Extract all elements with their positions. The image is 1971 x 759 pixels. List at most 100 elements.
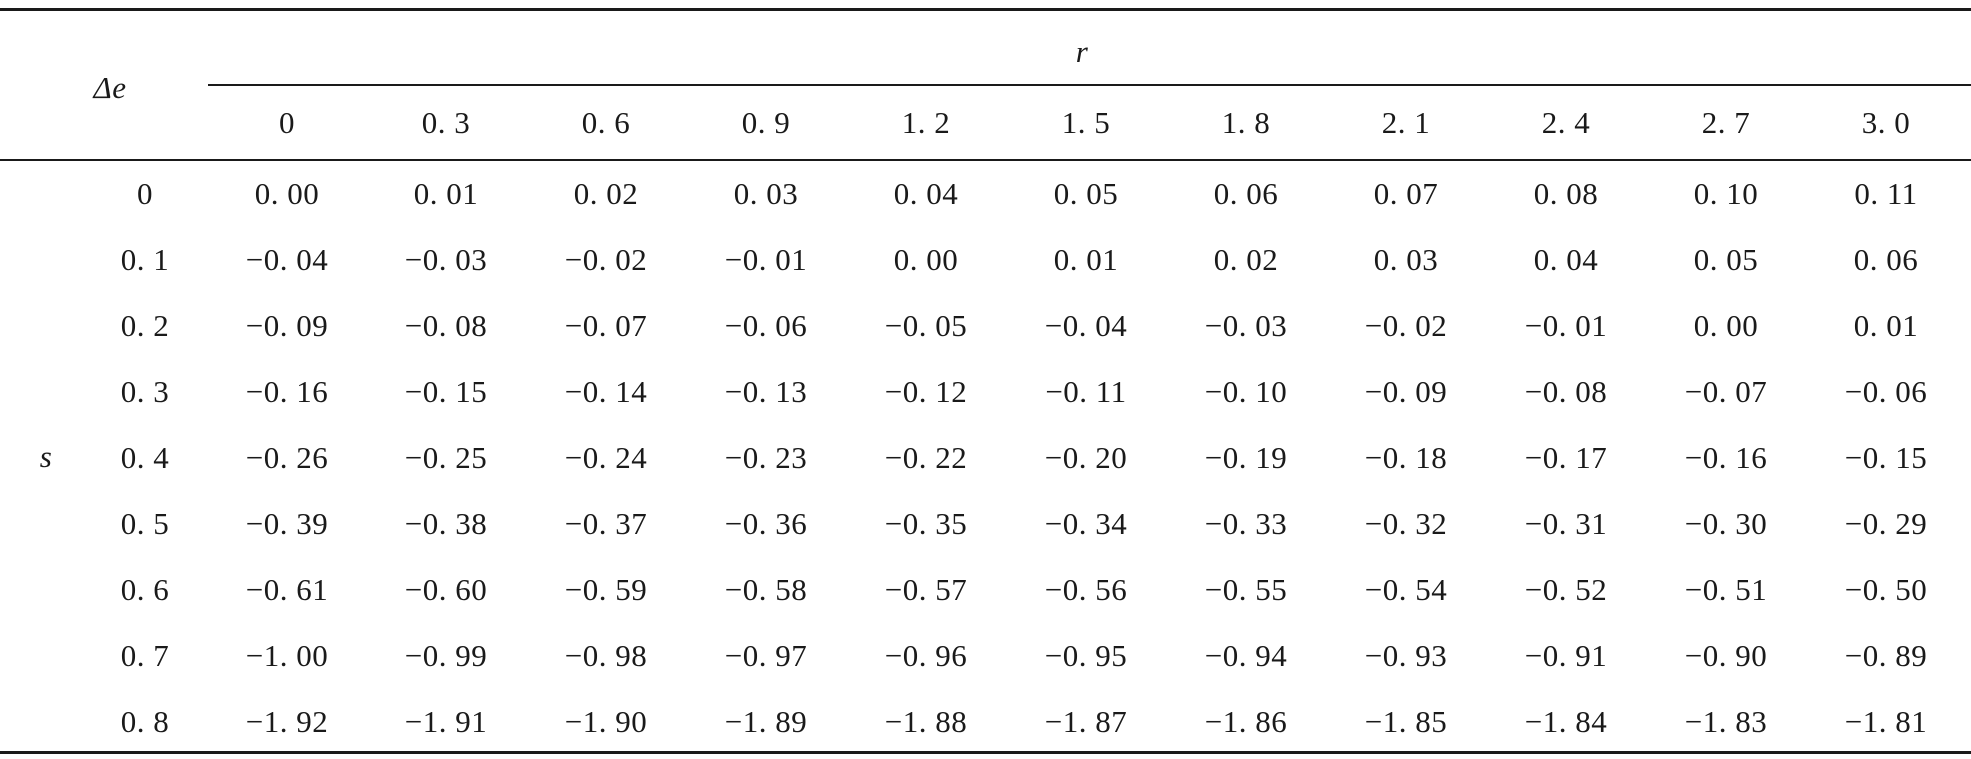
header-bottom-rule — [0, 159, 1971, 161]
column-header: 0 — [279, 105, 295, 140]
table-cell: −0. 25 — [404, 440, 488, 475]
table-cell: −0. 02 — [564, 242, 648, 277]
table-cell: −0. 54 — [1364, 572, 1448, 607]
table-cell: −1. 86 — [1204, 704, 1288, 739]
column-group-rule — [208, 84, 1971, 86]
table-cell: −0. 60 — [404, 572, 488, 607]
table-cell: −0. 18 — [1364, 440, 1448, 475]
table-cell: −0. 15 — [1844, 440, 1928, 475]
table-cell: −0. 55 — [1204, 572, 1288, 607]
table-cell: 0. 05 — [1053, 176, 1119, 211]
row-label-s: 0. 6 — [120, 572, 170, 607]
column-header: 0. 9 — [741, 105, 791, 140]
table-cell: −0. 26 — [245, 440, 329, 475]
table-cell: −0. 32 — [1364, 506, 1448, 541]
row-label-s: 0. 1 — [120, 242, 170, 277]
table-cell: −1. 90 — [564, 704, 648, 739]
table-cell: −0. 07 — [1684, 374, 1768, 409]
table-cell: −0. 95 — [1044, 638, 1128, 673]
column-header: 2. 7 — [1701, 105, 1751, 140]
table-cell: −0. 16 — [1684, 440, 1768, 475]
row-label-s: 0. 7 — [120, 638, 170, 673]
table-cell: −0. 14 — [564, 374, 648, 409]
table-cell: 0. 08 — [1533, 176, 1599, 211]
table-cell: −0. 02 — [1364, 308, 1448, 343]
table-cell: 0. 02 — [1213, 242, 1279, 277]
row-group-label: s — [39, 439, 53, 474]
table-cell: −0. 36 — [724, 506, 808, 541]
table-cell: −1. 84 — [1524, 704, 1608, 739]
table-cell: 0. 01 — [413, 176, 479, 211]
table-cell: −0. 04 — [1044, 308, 1128, 343]
column-header: 1. 2 — [901, 105, 951, 140]
table-cell: −0. 08 — [404, 308, 488, 343]
table-cell: −0. 01 — [1524, 308, 1608, 343]
table-cell: 0. 11 — [1854, 176, 1918, 211]
table-cell: −0. 91 — [1524, 638, 1608, 673]
table-cell: −0. 23 — [724, 440, 808, 475]
table-cell: −1. 91 — [404, 704, 488, 739]
table-cell: −0. 58 — [724, 572, 808, 607]
table-cell: −0. 29 — [1844, 506, 1928, 541]
table-cell: 0. 04 — [1533, 242, 1599, 277]
row-label-s: 0. 5 — [120, 506, 170, 541]
table-cell: 0. 00 — [893, 242, 959, 277]
column-header: 2. 1 — [1381, 105, 1431, 140]
table-cell: 0. 03 — [733, 176, 799, 211]
table-cell: 0. 06 — [1853, 242, 1919, 277]
row-label-s: 0. 8 — [120, 704, 170, 739]
column-header: 2. 4 — [1541, 105, 1591, 140]
table-cell: −0. 15 — [404, 374, 488, 409]
row-label-s: 0. 3 — [120, 374, 170, 409]
table-cell: −0. 16 — [245, 374, 329, 409]
table-cell: 0. 02 — [573, 176, 639, 211]
table-cell: −0. 59 — [564, 572, 648, 607]
column-header: 3. 0 — [1861, 105, 1911, 140]
column-header: 0. 6 — [581, 105, 631, 140]
column-header: 1. 8 — [1221, 105, 1271, 140]
table-cell: −0. 39 — [245, 506, 329, 541]
table-cell: −0. 17 — [1524, 440, 1608, 475]
table-cell: 0. 01 — [1853, 308, 1919, 343]
table-cell: −0. 96 — [884, 638, 968, 673]
column-header: 1. 5 — [1061, 105, 1111, 140]
table-cell: −0. 04 — [245, 242, 329, 277]
table-cell: −0. 52 — [1524, 572, 1608, 607]
table-cell: −1. 87 — [1044, 704, 1128, 739]
table-cell: −0. 03 — [404, 242, 488, 277]
table-cell: −0. 89 — [1844, 638, 1928, 673]
table-cell: −0. 51 — [1684, 572, 1768, 607]
table-cell: −1. 00 — [245, 638, 329, 673]
table-cell: −0. 01 — [724, 242, 808, 277]
table-bottom-rule — [0, 751, 1971, 754]
table-cell: −1. 83 — [1684, 704, 1768, 739]
table-cell: −0. 61 — [245, 572, 329, 607]
table-cell: −0. 09 — [245, 308, 329, 343]
table-cell: 0. 07 — [1373, 176, 1439, 211]
table-cell: −0. 20 — [1044, 440, 1128, 475]
table-cell: −0. 99 — [404, 638, 488, 673]
table-cell: −0. 37 — [564, 506, 648, 541]
table-cell: −0. 19 — [1204, 440, 1288, 475]
table-cell: −0. 56 — [1044, 572, 1128, 607]
table-cell: −0. 06 — [1844, 374, 1928, 409]
table-cell: −0. 11 — [1045, 374, 1127, 409]
table-cell: −0. 38 — [404, 506, 488, 541]
table-cell: −1. 85 — [1364, 704, 1448, 739]
table-cell: −0. 50 — [1844, 572, 1928, 607]
table-cell: −0. 31 — [1524, 506, 1608, 541]
corner-label: Δe — [93, 70, 127, 105]
table-cell: −0. 98 — [564, 638, 648, 673]
table-cell: −0. 24 — [564, 440, 648, 475]
table-cell: −0. 12 — [884, 374, 968, 409]
table-cell: 0. 10 — [1693, 176, 1759, 211]
table-cell: 0. 00 — [1693, 308, 1759, 343]
table-cell: −1. 89 — [724, 704, 808, 739]
table-cell: −0. 10 — [1204, 374, 1288, 409]
table-cell: −0. 08 — [1524, 374, 1608, 409]
table-cell: −0. 22 — [884, 440, 968, 475]
table-cell: 0. 06 — [1213, 176, 1279, 211]
table-cell: −0. 57 — [884, 572, 968, 607]
column-header: 0. 3 — [421, 105, 471, 140]
